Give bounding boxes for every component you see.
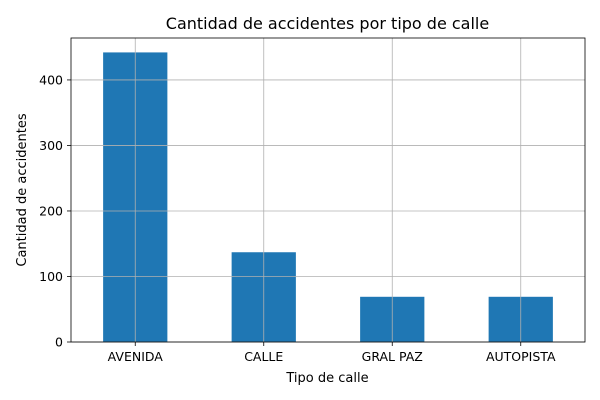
plot-frame (70, 37, 586, 343)
x-axis: AVENIDA CALLE GRAL PAZ AUTOPISTA (108, 342, 556, 364)
x-tick-label: CALLE (244, 349, 283, 364)
x-tick-label: AVENIDA (108, 349, 164, 364)
y-axis: 0 100 200 300 400 (39, 72, 71, 350)
y-tick-label: 300 (39, 138, 63, 153)
bars (103, 52, 553, 343)
y-axis-label: Cantidad de accidentes (15, 113, 30, 266)
x-tick-label: GRAL PAZ (362, 349, 423, 364)
y-tick-label: 400 (39, 72, 63, 87)
y-tick-label: 200 (39, 203, 63, 218)
x-tick-label: AUTOPISTA (486, 349, 556, 364)
chart-title: Cantidad de accidentes por tipo de calle (166, 14, 489, 33)
y-tick-label: 0 (55, 335, 63, 350)
x-axis-label: Tipo de calle (285, 371, 368, 386)
y-tick-label: 100 (39, 269, 63, 284)
